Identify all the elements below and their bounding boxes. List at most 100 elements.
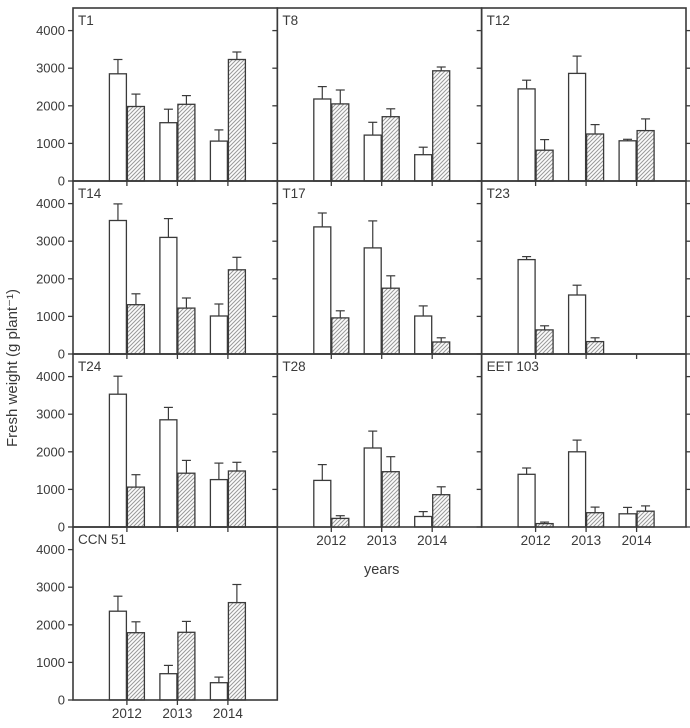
- y-tick-label: 0: [58, 174, 65, 189]
- panel-label: T24: [78, 359, 102, 374]
- y-tick-label: 0: [58, 520, 65, 535]
- y-tick-label: 3000: [36, 407, 65, 422]
- panel-t1: T1 0 1000 2000 3000 4000: [36, 7, 279, 189]
- bar-open-2013: [363, 134, 382, 182]
- bar-open-2014: [414, 154, 433, 182]
- y-tick-label: 4000: [36, 23, 65, 38]
- bar-hatched-2013: [177, 631, 196, 701]
- bar-hatched-2014: [432, 341, 451, 355]
- bar-hatched-2012: [331, 317, 350, 355]
- y-tick-label: 2000: [36, 444, 65, 459]
- panel-label: T1: [78, 13, 94, 28]
- bar-open-2014: [209, 140, 229, 182]
- bar-hatched-2013: [381, 287, 400, 355]
- bar-open-2014: [209, 315, 229, 355]
- bar-hatched-2013: [177, 472, 196, 528]
- y-tick-label: 2000: [36, 271, 65, 286]
- bar-open-2013: [363, 447, 382, 528]
- bar-hatched-2014: [227, 58, 247, 182]
- bar-open-2014: [209, 682, 229, 701]
- y-tick-label: 4000: [36, 196, 65, 211]
- bar-open-2013: [363, 247, 382, 355]
- panel-label: T14: [78, 186, 102, 201]
- bar-hatched-2014: [636, 510, 655, 528]
- bar-hatched-2012: [535, 149, 554, 182]
- panel-label: T23: [487, 186, 510, 201]
- bar-hatched-2014: [432, 494, 451, 528]
- x-tick-label: 2014: [213, 706, 244, 721]
- panel-label: EET 103: [487, 359, 539, 374]
- bar-hatched-2013: [585, 512, 605, 528]
- bar-hatched-2013: [381, 116, 400, 182]
- bar-hatched-2014: [432, 70, 451, 182]
- bar-hatched-2012: [126, 486, 146, 528]
- panel-t8: T8: [272, 7, 483, 186]
- y-tick-label: 3000: [36, 234, 65, 249]
- x-tick-label: 2014: [622, 533, 653, 548]
- bar-hatched-2014: [636, 129, 655, 182]
- x-tick-label: 2013: [367, 533, 397, 548]
- x-tick-label: 2013: [571, 533, 601, 548]
- panel-label: T28: [282, 359, 305, 374]
- y-tick-label: 4000: [36, 369, 65, 384]
- y-tick-label: 0: [58, 693, 65, 708]
- y-tick-label: 0: [58, 347, 65, 362]
- y-tick-label: 1000: [36, 309, 65, 324]
- bar-hatched-2012: [331, 517, 350, 528]
- bar-open-2014: [618, 513, 637, 528]
- bar-open-2012: [108, 73, 128, 182]
- x-tick-label: 2014: [417, 533, 448, 548]
- bar-open-2013: [567, 294, 587, 355]
- y-tick-label: 2000: [36, 98, 65, 113]
- bar-open-2014: [414, 515, 433, 528]
- bar-hatched-2014: [227, 269, 247, 355]
- bar-open-2014: [414, 315, 433, 355]
- bar-hatched-2013: [585, 340, 605, 355]
- y-tick-label: 1000: [36, 482, 65, 497]
- panel-border: [480, 353, 687, 528]
- x-tick-label: 2013: [162, 706, 192, 721]
- y-tick-label: 1000: [36, 655, 65, 670]
- y-tick-label: 1000: [36, 136, 65, 151]
- y-tick-label: 3000: [36, 580, 65, 595]
- bar-open-2012: [313, 226, 332, 355]
- bar-hatched-2012: [331, 103, 350, 182]
- panel-t14: T14 0 1000 2000 3000 4000: [36, 180, 279, 362]
- bar-open-2012: [313, 98, 332, 182]
- bar-open-2014: [618, 140, 637, 182]
- bar-open-2012: [108, 219, 128, 355]
- bar-hatched-2012: [535, 329, 554, 355]
- bar-open-2012: [313, 479, 332, 528]
- bar-open-2014: [209, 478, 229, 528]
- bar-hatched-2013: [177, 307, 196, 355]
- bar-open-2013: [567, 451, 587, 528]
- x-tick-label: 2012: [316, 533, 346, 548]
- bar-hatched-2014: [227, 601, 247, 701]
- bar-hatched-2013: [381, 471, 400, 528]
- x-tick-label: 2012: [521, 533, 551, 548]
- bar-open-2013: [159, 419, 178, 528]
- bar-open-2013: [159, 122, 178, 182]
- bar-hatched-2012: [126, 105, 146, 182]
- panel-eet-103: EET 103: [476, 353, 690, 532]
- x-tick-label: 2012: [112, 706, 142, 721]
- bar-open-2012: [517, 88, 536, 182]
- bar-hatched-2014: [227, 470, 247, 528]
- panel-t23: T23: [476, 180, 690, 359]
- panel-label: T12: [487, 13, 510, 28]
- bar-hatched-2013: [177, 103, 196, 182]
- panel-label: T17: [282, 186, 305, 201]
- y-axis-title: Fresh weight (g plant⁻¹): [4, 289, 21, 447]
- bar-open-2013: [159, 236, 178, 355]
- bar-open-2012: [517, 258, 536, 355]
- panel-label: CCN 51: [78, 532, 126, 547]
- bar-open-2012: [108, 610, 128, 701]
- bar-hatched-2013: [585, 133, 605, 182]
- bar-hatched-2012: [126, 632, 146, 701]
- bar-open-2013: [159, 673, 178, 701]
- panel-t24: T24 0 1000 2000 3000 4000: [36, 353, 279, 535]
- y-tick-label: 2000: [36, 617, 65, 632]
- bar-hatched-2012: [126, 304, 146, 355]
